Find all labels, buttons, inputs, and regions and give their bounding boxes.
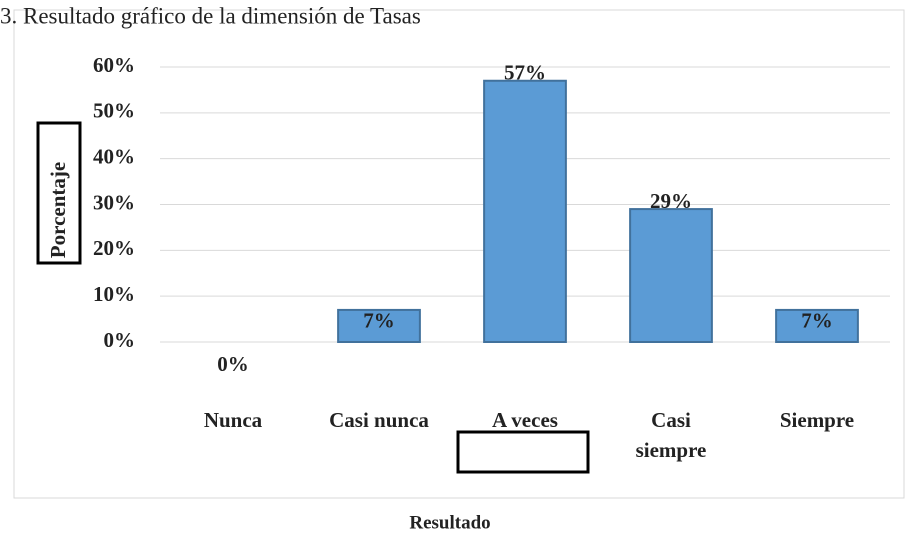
data-label: 7% (801, 309, 833, 333)
y-tick-label: 50% (93, 99, 135, 123)
x-axis-label: Resultado (409, 512, 490, 533)
x-tick-label: Casi siempre (636, 408, 707, 462)
x-tick-label: Casi nunca (329, 408, 429, 432)
data-label: 7% (363, 309, 395, 333)
y-axis-label: Porcentaje (46, 162, 70, 258)
bar (483, 79, 567, 343)
y-tick-label: 10% (93, 282, 135, 306)
chart-title: 3. Resultado gráfico de la dimensión de … (0, 3, 421, 28)
data-label: 0% (217, 352, 249, 376)
y-tick-label: 0% (104, 328, 136, 352)
y-tick-label: 30% (93, 190, 135, 214)
bar (629, 208, 713, 343)
data-label: 29% (650, 189, 692, 213)
bar (775, 308, 859, 343)
bar (337, 308, 421, 343)
y-tick-label: 20% (93, 236, 135, 260)
data-label: 57% (504, 61, 546, 85)
chart-border (13, 9, 905, 499)
x-tick-label: A veces (492, 408, 558, 432)
y-tick-label: 60% (93, 53, 135, 77)
label-box (36, 121, 82, 265)
x-tick-label: Nunca (204, 408, 263, 432)
y-tick-label: 40% (93, 144, 135, 168)
x-tick-label: Siempre (780, 408, 854, 432)
label-box (456, 430, 590, 474)
